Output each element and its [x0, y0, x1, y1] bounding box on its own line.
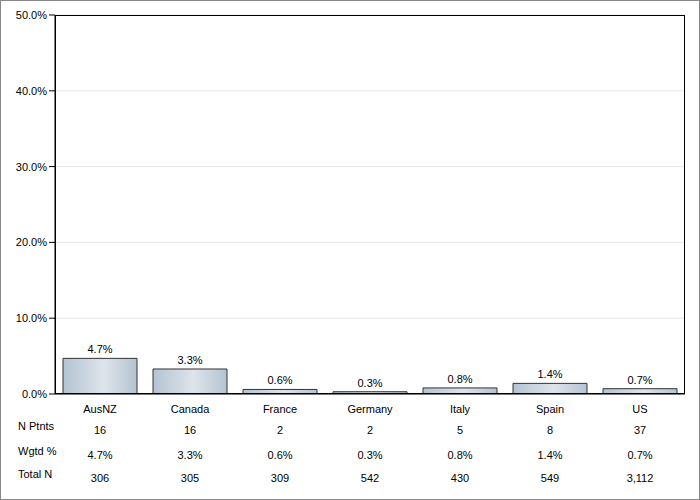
svg-text:2: 2: [277, 424, 283, 436]
svg-text:0.6%: 0.6%: [267, 449, 292, 461]
svg-text:3,112: 3,112: [627, 472, 654, 484]
svg-text:0.7%: 0.7%: [627, 449, 652, 461]
svg-text:0.3%: 0.3%: [357, 377, 382, 389]
svg-text:3.3%: 3.3%: [177, 354, 202, 366]
svg-text:Italy: Italy: [450, 403, 471, 415]
svg-text:30.0%: 30.0%: [16, 161, 47, 173]
svg-text:542: 542: [361, 472, 379, 484]
html-text:Total N: Total N: [18, 468, 53, 480]
svg-text:549: 549: [541, 472, 559, 484]
svg-text:0.0%: 0.0%: [22, 388, 47, 400]
html-text:Wgtd %: Wgtd %: [18, 445, 57, 457]
svg-text:3.3%: 3.3%: [177, 449, 202, 461]
svg-text:20.0%: 20.0%: [16, 236, 47, 248]
svg-text:37: 37: [634, 424, 646, 436]
svg-text:0.6%: 0.6%: [267, 374, 292, 386]
svg-text:309: 309: [271, 472, 289, 484]
svg-text:50.0%: 50.0%: [16, 9, 47, 21]
svg-text:306: 306: [91, 472, 109, 484]
svg-text:305: 305: [181, 472, 199, 484]
html-text:N Ptnts: N Ptnts: [18, 420, 55, 432]
svg-text:0.8%: 0.8%: [447, 373, 472, 385]
svg-text:0.8%: 0.8%: [447, 449, 472, 461]
svg-text:Germany: Germany: [347, 403, 393, 415]
svg-text:430: 430: [451, 472, 469, 484]
svg-text:16: 16: [184, 424, 196, 436]
svg-text:0.7%: 0.7%: [627, 374, 652, 386]
svg-text:1.4%: 1.4%: [537, 368, 562, 380]
svg-text:10.0%: 10.0%: [16, 312, 47, 324]
svg-text:Canada: Canada: [171, 403, 210, 415]
svg-text:5: 5: [457, 424, 463, 436]
svg-text:8: 8: [547, 424, 553, 436]
svg-text:AusNZ: AusNZ: [83, 403, 117, 415]
svg-text:Spain: Spain: [536, 403, 564, 415]
svg-text:4.7%: 4.7%: [87, 449, 112, 461]
svg-text:France: France: [263, 403, 297, 415]
svg-text:40.0%: 40.0%: [16, 85, 47, 97]
svg-text:US: US: [632, 403, 647, 415]
svg-text:0.3%: 0.3%: [357, 449, 382, 461]
svg-text:1.4%: 1.4%: [537, 449, 562, 461]
svg-text:16: 16: [94, 424, 106, 436]
svg-text:4.7%: 4.7%: [87, 343, 112, 355]
svg-text:2: 2: [367, 424, 373, 436]
